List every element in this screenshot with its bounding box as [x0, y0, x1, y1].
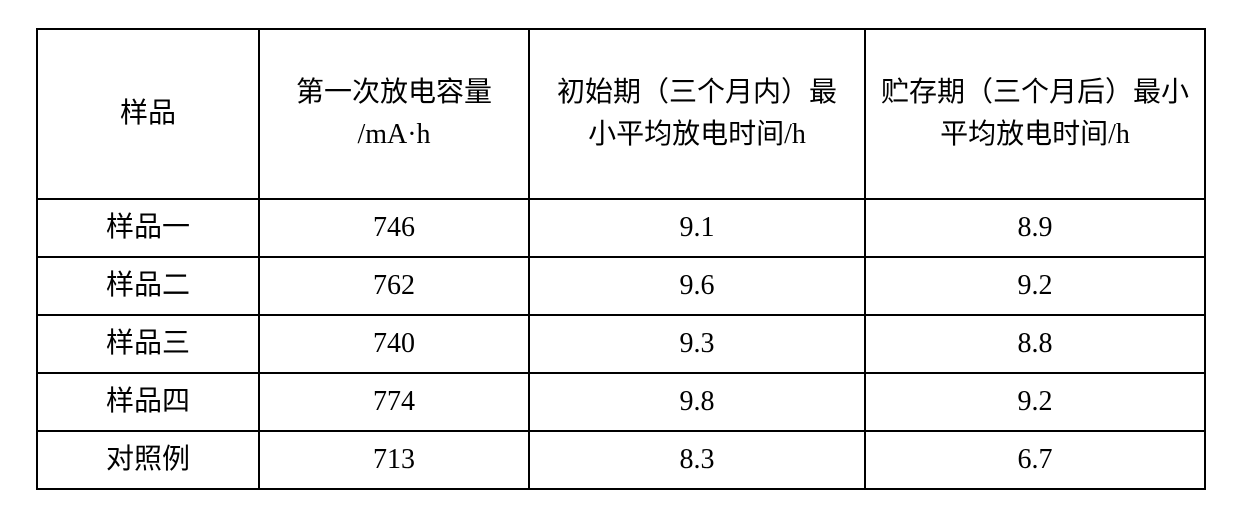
data-table: 样品 第一次放电容量 /mA·h 初始期（三个月内）最 小平均放电时间/h: [36, 28, 1206, 490]
cell-sample: 样品二: [37, 257, 259, 315]
col-header-text-line1: 贮存期（三个月后）最小: [881, 77, 1189, 108]
cell-initial: 9.8: [529, 373, 865, 431]
cell-sample: 样品四: [37, 373, 259, 431]
table-row: 样品一 746 9.1 8.9: [37, 199, 1205, 257]
cell-capacity: 740: [259, 315, 529, 373]
col-header-text-line2: /mA·h: [357, 119, 430, 150]
table-body: 样品一 746 9.1 8.9 样品二 762 9.6 9.2 样品三 740 …: [37, 199, 1205, 489]
col-header-sample: 样品: [37, 29, 259, 199]
table-header-row: 样品 第一次放电容量 /mA·h 初始期（三个月内）最 小平均放电时间/h: [37, 29, 1205, 199]
cell-storage: 9.2: [865, 257, 1205, 315]
table-row: 样品四 774 9.8 9.2: [37, 373, 1205, 431]
table-row: 样品三 740 9.3 8.8: [37, 315, 1205, 373]
cell-storage: 6.7: [865, 431, 1205, 489]
cell-storage: 8.9: [865, 199, 1205, 257]
table-row: 样品二 762 9.6 9.2: [37, 257, 1205, 315]
cell-storage: 8.8: [865, 315, 1205, 373]
col-header-text-line2: 平均放电时间/h: [940, 119, 1130, 150]
cell-sample: 样品一: [37, 199, 259, 257]
table-row: 对照例 713 8.3 6.7: [37, 431, 1205, 489]
cell-initial: 8.3: [529, 431, 865, 489]
col-header-storage: 贮存期（三个月后）最小 平均放电时间/h: [865, 29, 1205, 199]
col-header-text-line1: 第一次放电容量: [296, 77, 492, 108]
cell-capacity: 713: [259, 431, 529, 489]
cell-initial: 9.3: [529, 315, 865, 373]
cell-capacity: 746: [259, 199, 529, 257]
cell-storage: 9.2: [865, 373, 1205, 431]
cell-sample: 样品三: [37, 315, 259, 373]
cell-capacity: 774: [259, 373, 529, 431]
col-header-text-line2: 小平均放电时间/h: [588, 119, 806, 150]
col-header-initial: 初始期（三个月内）最 小平均放电时间/h: [529, 29, 865, 199]
cell-sample: 对照例: [37, 431, 259, 489]
col-header-capacity: 第一次放电容量 /mA·h: [259, 29, 529, 199]
table-header: 样品 第一次放电容量 /mA·h 初始期（三个月内）最 小平均放电时间/h: [37, 29, 1205, 199]
cell-initial: 9.1: [529, 199, 865, 257]
table-container: 样品 第一次放电容量 /mA·h 初始期（三个月内）最 小平均放电时间/h: [0, 0, 1240, 518]
col-header-text-line1: 初始期（三个月内）最: [557, 77, 837, 108]
col-header-text: 样品: [120, 98, 176, 129]
cell-capacity: 762: [259, 257, 529, 315]
cell-initial: 9.6: [529, 257, 865, 315]
